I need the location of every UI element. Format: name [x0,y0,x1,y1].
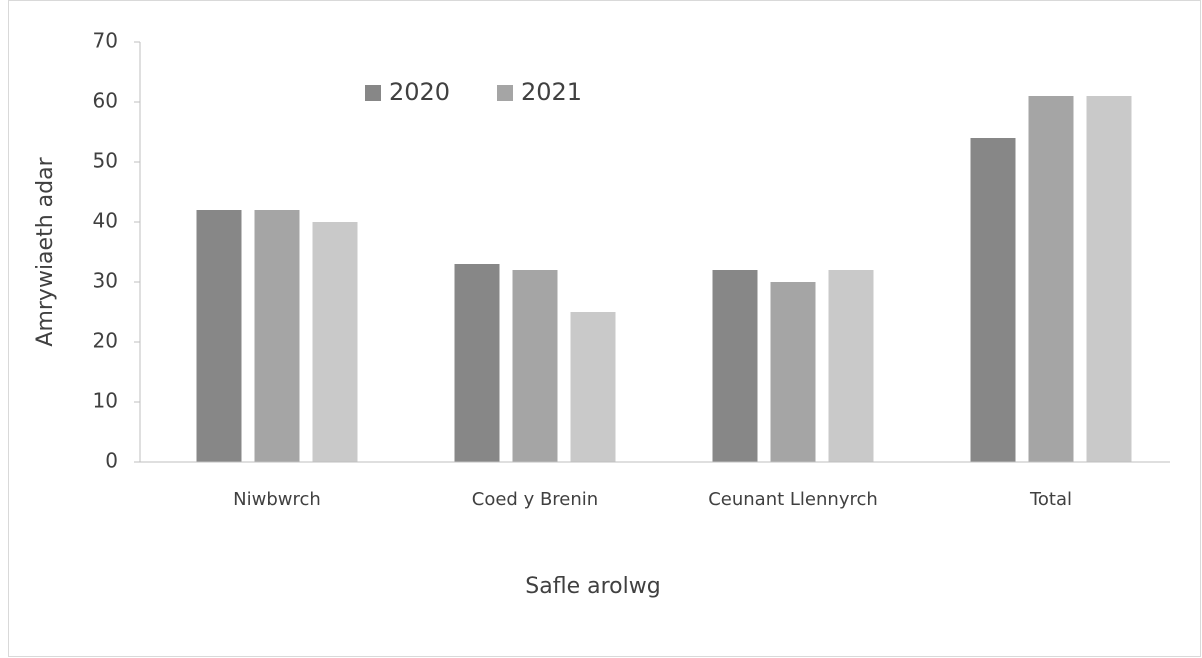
legend-label: 2021 [521,78,582,106]
bar [1086,96,1132,462]
bar [196,210,242,462]
bar [1028,96,1074,462]
x-tick-label: Coed y Brenin [472,489,598,510]
bar [712,270,758,462]
bar [570,312,616,462]
legend-swatch [365,85,381,101]
bar [512,270,558,462]
y-tick-label: 20 [93,329,118,353]
x-tick-label: Niwbwrch [233,489,321,510]
x-axis-title: Safle arolwg [525,574,660,599]
bar [770,282,816,462]
bar [254,210,300,462]
bar [312,222,358,462]
y-tick-label: 40 [93,209,118,233]
bar [454,264,500,462]
bar [828,270,874,462]
y-tick-label: 50 [93,149,118,173]
y-tick-label: 60 [93,89,118,113]
bar [970,138,1016,462]
y-tick-label: 0 [105,449,118,473]
y-tick-label: 30 [93,269,118,293]
legend-label: 2020 [389,78,450,106]
y-tick-label: 10 [93,389,118,413]
y-axis-title: Amrywiaeth adar [33,156,58,346]
x-tick-label: Total [1029,489,1072,510]
legend-swatch [497,85,513,101]
y-tick-label: 70 [93,29,118,53]
x-tick-label: Ceunant Llennyrch [708,489,878,510]
